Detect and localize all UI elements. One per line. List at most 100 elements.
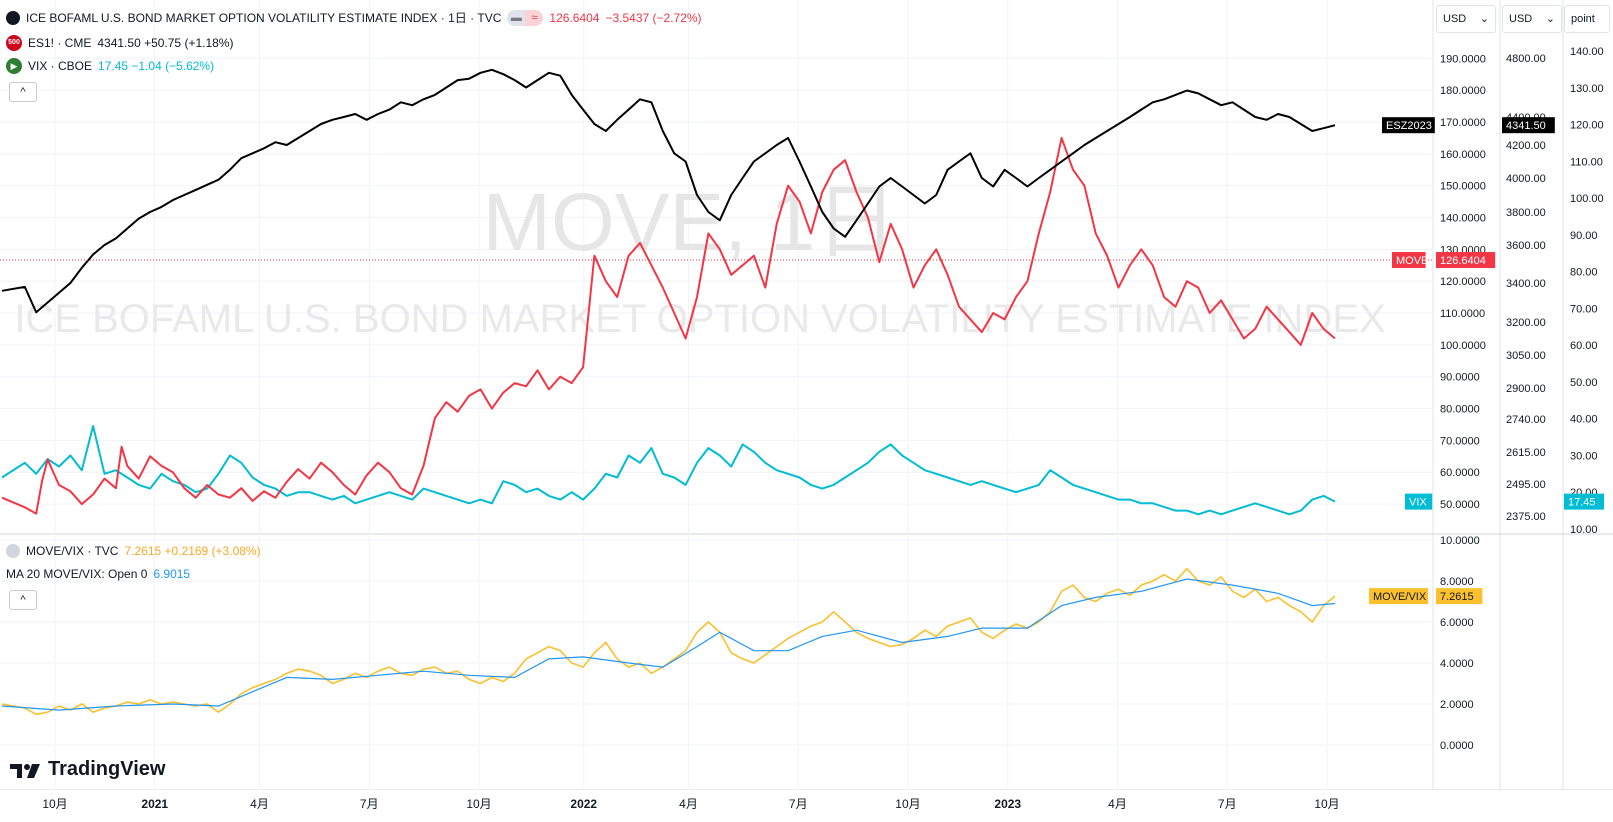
chevron-up-icon: ^	[20, 86, 26, 98]
vix-axis-tick: 60.00	[1570, 340, 1598, 352]
ratio-series-line	[1, 567, 1336, 716]
vix-price-tag-bg	[1564, 493, 1604, 510]
es-axis-tick: 4000.00	[1506, 173, 1546, 185]
ratio-axis-tick: 4.0000	[1440, 658, 1474, 670]
watermark-symbol: MOVE, 1日	[483, 177, 898, 268]
vix-axis-tick: 100.00	[1570, 193, 1604, 205]
vix-axis-tick: 50.00	[1570, 377, 1598, 389]
time-tick-label: 7月	[360, 797, 379, 811]
move-price-tag-text: 126.6404	[1440, 255, 1486, 267]
vix-axis-tick: 90.00	[1570, 230, 1598, 242]
tradingview-logo-text: TradingView	[48, 758, 166, 780]
minus-icon[interactable]: ▬	[507, 10, 526, 26]
vix-axis-tick: 110.00	[1570, 156, 1603, 168]
move-price-tag: 126.6404	[1436, 252, 1496, 269]
vix-legend-name[interactable]: VIX · CBOE	[28, 59, 93, 73]
tradingview-logo-icon	[10, 763, 40, 778]
currency-label: USD	[1443, 13, 1467, 25]
time-tick-label: 4月	[679, 797, 698, 811]
move-axis-tick: 90.0000	[1440, 372, 1480, 384]
ma-legend-value: 6.9015	[153, 567, 191, 581]
es-axis-tick: 3800.00	[1506, 207, 1546, 219]
move-name-tag-text: MOVE	[1396, 255, 1428, 267]
play-arrow-icon: ▶	[6, 58, 22, 74]
es-legend[interactable]: 500 ES1! · CME 4341.50 +50.75 (+1.18%)	[6, 35, 233, 51]
es-axis-tick: 2740.00	[1506, 414, 1546, 426]
es-price-tag-bg	[1502, 117, 1555, 134]
time-tick-label: 10月	[42, 797, 67, 811]
ratio-legend-name[interactable]: MOVE/VIX · TVC	[26, 544, 119, 558]
es-name-tag-text: ESZ2023	[1386, 120, 1432, 132]
move-name-tag: MOVE	[1392, 252, 1428, 269]
chart-mode-toggle[interactable]: ▬ ≈	[507, 10, 544, 26]
ratio-axis-tick: 2.0000	[1440, 699, 1474, 711]
ratio-price-tag-bg	[1436, 588, 1483, 605]
ratio-price-tag: 7.2615	[1436, 588, 1483, 605]
ratio-name-tag-bg	[1369, 588, 1429, 605]
ratio-price-tag-text: 7.2615	[1440, 591, 1474, 603]
series-layer	[0, 68, 1433, 716]
vix-legend-values: 17.45 −1.04 (−5.62%)	[98, 59, 215, 73]
symbol-logo-icon	[6, 11, 20, 25]
vix-name-tag-bg	[1405, 493, 1433, 510]
ratio-legend[interactable]: MOVE/VIX · TVC 7.2615 +0.2169 (+3.08%)	[6, 543, 261, 559]
move-axis-tick: 50.0000	[1440, 499, 1480, 511]
vix-series-line	[1, 425, 1336, 516]
move-axis-tick: 160.0000	[1440, 149, 1486, 161]
price-scales[interactable]: 190.0000 180.0000 170.0000 160.0000 150.0000…	[1369, 46, 1604, 752]
move-price-tag-bg	[1436, 252, 1496, 269]
unit-label: point	[1571, 13, 1595, 25]
ratio-legend-values: 7.2615 +0.2169 (+3.08%)	[124, 544, 261, 558]
main-series-legend[interactable]: ICE BOFAML U.S. BOND MARKET OPTION VOLAT…	[6, 10, 702, 26]
move-axis-tick: 140.0000	[1440, 213, 1486, 225]
vix-axis-tick: 120.00	[1570, 120, 1604, 132]
move-axis-tick: 110.0000	[1440, 308, 1485, 320]
vix-axis-tick: 80.00	[1570, 267, 1598, 279]
es-currency-select[interactable]: USD ⌄	[1502, 5, 1562, 33]
vix-axis-tick: 10.00	[1570, 524, 1598, 536]
vix-axis-tick: 70.00	[1570, 303, 1598, 315]
time-tick-label: 4月	[1108, 797, 1127, 811]
vix-axis-tick: 30.00	[1570, 450, 1598, 462]
move-axis-tick: 190.0000	[1440, 53, 1486, 65]
es-axis-tick: 3400.00	[1506, 278, 1546, 290]
ratio-axis-tick: 0.0000	[1440, 740, 1474, 752]
tradingview-logo[interactable]: TradingView	[10, 758, 165, 781]
ratio-name-tag: MOVE/VIX	[1369, 588, 1429, 605]
move-axis-tick: 150.0000	[1440, 181, 1486, 193]
time-tick-label: 2022	[570, 797, 597, 811]
ratio-symbol-icon	[6, 544, 20, 558]
wave-icon[interactable]: ≈	[525, 10, 544, 26]
time-tick-label: 4月	[250, 797, 269, 811]
time-tick-label: 7月	[1218, 797, 1237, 811]
time-tick-label: 2021	[141, 797, 168, 811]
time-scale-bg	[0, 790, 1613, 822]
collapse-legend-button[interactable]: ^	[9, 82, 37, 102]
vix-unit-select[interactable]: point	[1564, 5, 1610, 33]
es-price-tag: 4341.50	[1502, 117, 1555, 134]
ma-legend[interactable]: MA 20 MOVE/VIX: Open 0 6.9015	[6, 566, 190, 582]
es-legend-values: 4341.50 +50.75 (+1.18%)	[97, 36, 234, 50]
currency-label: USD	[1509, 13, 1533, 25]
es-axis-tick: 2375.00	[1506, 511, 1546, 523]
es-axis-tick: 3600.00	[1506, 240, 1546, 252]
time-tick-label: 10月	[895, 797, 920, 811]
move-series-line	[1, 136, 1336, 515]
collapse-lower-legend-button[interactable]: ^	[9, 590, 37, 610]
main-series-title[interactable]: ICE BOFAML U.S. BOND MARKET OPTION VOLAT…	[26, 11, 502, 25]
vix-price-tag-text: 17.45	[1568, 497, 1596, 509]
vix-legend[interactable]: ▶ VIX · CBOE 17.45 −1.04 (−5.62%)	[6, 58, 214, 74]
move-axis-tick: 180.0000	[1440, 85, 1486, 97]
ratio-axis-tick: 8.0000	[1440, 576, 1474, 588]
es-legend-name[interactable]: ES1! · CME	[28, 36, 92, 50]
es-symbol-badge: 500	[6, 35, 22, 51]
move-axis-tick: 60.0000	[1440, 467, 1480, 479]
ma-series-line	[1, 578, 1336, 711]
move-axis-tick: 100.0000	[1440, 340, 1486, 352]
move-currency-select[interactable]: USD ⌄	[1436, 5, 1496, 33]
watermark-description: ICE BOFAML U.S. BOND MARKET OPTION VOLAT…	[14, 297, 1385, 341]
ma-legend-name[interactable]: MA 20 MOVE/VIX: Open 0	[6, 567, 148, 581]
time-scale[interactable]: 10月 2021 4月 7月 10月 2022 4月 7月 10月 2023 4月 7月 10月	[42, 797, 1339, 811]
move-axis-tick: 120.0000	[1440, 276, 1486, 288]
